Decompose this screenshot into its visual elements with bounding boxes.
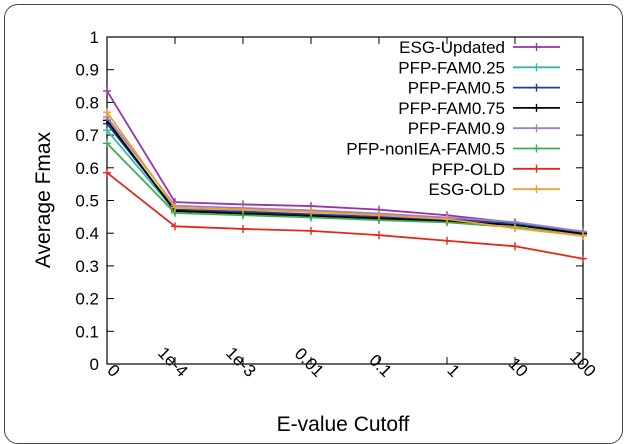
legend-entry: PFP-FAM0.9 xyxy=(408,119,560,138)
legend-label: ESG-Updated xyxy=(399,38,505,57)
legend-marker xyxy=(532,103,541,112)
legend-marker xyxy=(532,185,541,194)
data-point xyxy=(103,108,111,117)
y-tick-label: 0.9 xyxy=(75,61,99,80)
y-tick-label: 1 xyxy=(90,28,99,47)
legend-label: PFP-FAM0.25 xyxy=(398,58,505,77)
legend-marker xyxy=(532,43,541,51)
y-axis-label: Average Fmax xyxy=(32,131,55,268)
data-point xyxy=(103,139,111,148)
y-tick-label: 0.6 xyxy=(75,159,99,178)
data-point xyxy=(375,211,383,220)
x-tick-label: 100 xyxy=(566,347,599,380)
y-tick-label: 0.7 xyxy=(75,126,99,145)
series-line xyxy=(106,171,584,260)
legend-marker xyxy=(532,164,541,173)
data-point xyxy=(307,226,315,235)
legend-entry: PFP-FAM0.25 xyxy=(398,58,560,77)
x-tick-label: 1e-3 xyxy=(222,343,259,380)
data-point xyxy=(307,207,315,216)
data-point xyxy=(443,236,451,245)
series-pfp-old xyxy=(103,168,587,263)
data-point xyxy=(579,254,587,263)
series-line xyxy=(106,123,584,234)
legend-entry: ESG-Updated xyxy=(399,38,560,57)
data-point xyxy=(239,205,247,214)
legend-label: ESG-OLD xyxy=(428,180,505,199)
legend-entry: PFP-FAM0.5 xyxy=(408,79,560,98)
legend-label: PFP-OLD xyxy=(431,160,505,179)
series-line xyxy=(106,111,584,237)
legend-marker xyxy=(532,83,541,92)
x-tick-label: 0.1 xyxy=(365,351,395,381)
data-point xyxy=(103,168,111,177)
data-point xyxy=(511,242,519,251)
data-point xyxy=(103,86,111,95)
x-tick-labels: 0 1e-4 1e-3 0.01 0.1 1 10 100 xyxy=(103,343,599,380)
x-tick-label: 10 xyxy=(505,354,532,381)
data-point xyxy=(171,203,179,212)
y-tick-label: 0.5 xyxy=(75,192,99,211)
series-esg-old xyxy=(103,108,587,240)
data-point xyxy=(375,231,383,240)
y-tick-label: 0.4 xyxy=(75,224,99,243)
legend-entry: PFP-FAM0.75 xyxy=(398,99,560,118)
data-point xyxy=(171,222,179,231)
legend-label: PFP-FAM0.9 xyxy=(408,119,505,138)
legend-marker xyxy=(532,124,541,133)
line-chart: 0 0.1 0.2 0.3 0.4 0.5 0.6 0.7 0.8 0.9 1 0 1e-4 1e-3 0… xyxy=(32,28,600,435)
x-tick-label: 0.01 xyxy=(291,344,328,381)
x-tick-label: 1e-4 xyxy=(154,343,191,380)
data-point xyxy=(443,215,451,224)
y-tick-labels: 0 0.1 0.2 0.3 0.4 0.5 0.6 0.7 0.8 0.9 1 xyxy=(75,28,99,374)
y-tick-label: 0.8 xyxy=(75,93,99,112)
legend-entry: ESG-OLD xyxy=(428,180,560,199)
data-point xyxy=(579,231,587,240)
legend-marker xyxy=(532,63,541,72)
series-lines xyxy=(103,86,587,263)
plot-border xyxy=(106,36,584,365)
legend-entry: PFP-nonIEA-FAM0.5 xyxy=(346,140,560,159)
legend-marker xyxy=(532,144,541,153)
legend: ESG-UpdatedPFP-FAM0.25PFP-FAM0.5PFP-FAM0… xyxy=(346,38,560,199)
y-tick-label: 0.3 xyxy=(75,257,99,276)
data-point xyxy=(511,224,519,233)
y-tick-label: 0 xyxy=(90,355,99,374)
plot-axes xyxy=(106,36,584,365)
legend-label: PFP-nonIEA-FAM0.5 xyxy=(346,140,505,159)
x-axis-label: E-value Cutoff xyxy=(277,413,410,435)
legend-label: PFP-FAM0.75 xyxy=(398,99,505,118)
data-point xyxy=(239,224,247,233)
series-line xyxy=(106,116,584,233)
legend-label: PFP-FAM0.5 xyxy=(408,79,505,98)
y-tick-label: 0.1 xyxy=(75,322,99,341)
y-tick-label: 0.2 xyxy=(75,290,99,309)
series-line xyxy=(106,119,584,235)
legend-entry: PFP-OLD xyxy=(431,160,560,179)
